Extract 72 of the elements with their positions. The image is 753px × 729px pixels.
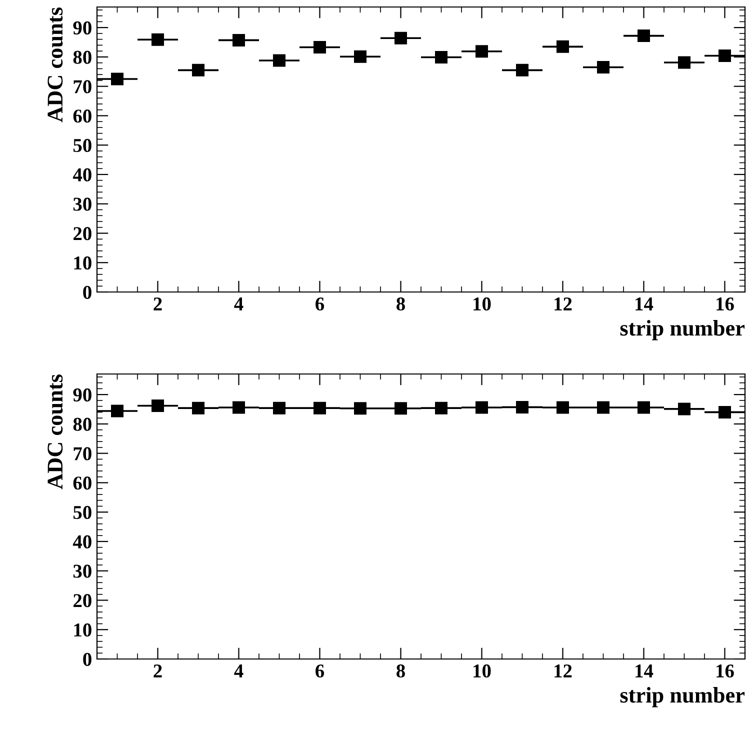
- y-tick-label: 80: [73, 418, 92, 431]
- y-tick-label: 90: [73, 21, 92, 35]
- y-tick-label: 70: [74, 80, 92, 94]
- point: [516, 64, 528, 76]
- point: [111, 404, 124, 418]
- point: [718, 406, 731, 418]
- point: [192, 402, 204, 414]
- x-tick-label: 14: [636, 664, 654, 678]
- x-tick-label: 12: [554, 297, 572, 310]
- x-tick-label: 16: [716, 664, 734, 678]
- point: [314, 402, 326, 414]
- x-tick-label: 2: [154, 664, 162, 678]
- y-tick-label: 80: [73, 50, 92, 64]
- y-tick-label: 60: [73, 110, 92, 123]
- x-tick-label: 8: [396, 297, 405, 311]
- point: [556, 40, 569, 53]
- point: [354, 50, 366, 63]
- x-tick-label: 6: [316, 297, 324, 311]
- point: [597, 60, 610, 74]
- y-tick-label: 50: [73, 506, 92, 520]
- point: [273, 54, 286, 67]
- point: [556, 401, 569, 414]
- x-axis-title: strip number: [620, 320, 745, 340]
- point: [152, 399, 164, 412]
- y-tick-label: 30: [73, 198, 92, 211]
- x-tick-label: 4: [234, 298, 244, 310]
- x-tick-label: 16: [716, 297, 734, 311]
- y-tick-label: 40: [72, 168, 92, 182]
- y-tick-label: 30: [73, 564, 92, 578]
- y-axis-title: ADC counts: [48, 374, 63, 490]
- point: [638, 30, 650, 42]
- point: [435, 50, 448, 64]
- point: [678, 56, 690, 69]
- y-tick-label: 70: [74, 447, 92, 460]
- point: [354, 402, 366, 415]
- point: [314, 41, 326, 54]
- y-tick-label: 20: [74, 594, 92, 608]
- y-tick-label: 0: [83, 286, 92, 299]
- y-tick-label: 60: [73, 476, 92, 490]
- point: [597, 401, 610, 414]
- point: [232, 34, 245, 46]
- point: [435, 402, 448, 414]
- x-tick-label: 14: [636, 298, 654, 310]
- y-tick-label: 50: [73, 138, 92, 152]
- x-tick-label: 2: [154, 297, 162, 310]
- x-tick-label: 12: [554, 664, 572, 678]
- x-axis-title: strip number: [620, 687, 745, 708]
- x-tick-label: 8: [396, 664, 405, 678]
- point: [678, 402, 690, 416]
- point: [394, 32, 407, 44]
- point: [476, 45, 488, 58]
- point: [111, 72, 124, 86]
- point: [476, 401, 488, 414]
- point: [232, 401, 245, 414]
- x-tick-label: 10: [474, 664, 491, 678]
- x-tick-label: 4: [234, 664, 244, 678]
- x-tick-label: 6: [316, 664, 324, 678]
- y-tick-label: 40: [72, 535, 92, 548]
- y-tick-label: 0: [83, 652, 92, 666]
- point: [516, 400, 528, 414]
- x-tick-label: 10: [474, 297, 491, 311]
- point: [273, 402, 286, 414]
- point: [718, 50, 731, 62]
- y-tick-label: 90: [73, 388, 92, 402]
- point: [638, 401, 650, 414]
- point: [152, 33, 164, 46]
- point: [394, 402, 407, 415]
- y-tick-label: 20: [74, 227, 92, 240]
- y-axis-title: ADC counts: [48, 8, 63, 122]
- y-tick-label: 10: [74, 623, 92, 637]
- point: [192, 64, 204, 76]
- y-tick-label: 10: [74, 256, 92, 270]
